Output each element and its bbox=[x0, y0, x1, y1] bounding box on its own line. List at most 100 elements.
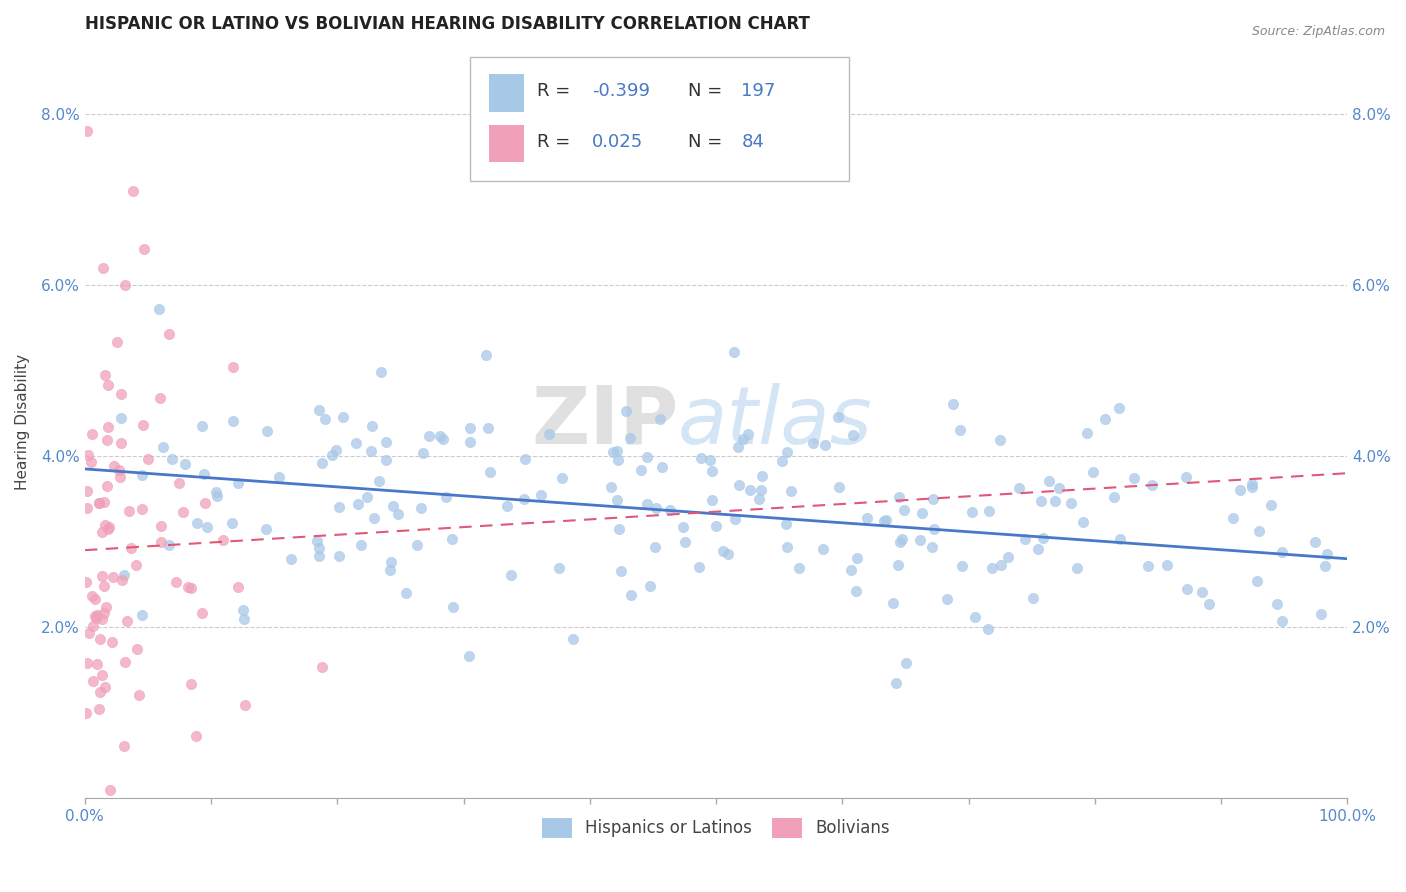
Point bbox=[96, 478, 118, 492]
Point bbox=[700, 464, 723, 478]
Point bbox=[108, 469, 131, 483]
Text: N =: N = bbox=[689, 133, 723, 151]
Point bbox=[1014, 532, 1036, 546]
Point bbox=[86, 657, 108, 671]
Point bbox=[86, 607, 108, 622]
Point bbox=[1177, 582, 1199, 596]
Point bbox=[717, 547, 740, 561]
Point bbox=[475, 349, 498, 363]
Point bbox=[305, 533, 328, 548]
Point bbox=[79, 625, 101, 640]
Point bbox=[90, 667, 112, 681]
Point bbox=[889, 534, 911, 549]
Point bbox=[103, 459, 125, 474]
FancyBboxPatch shape bbox=[489, 125, 524, 162]
Point bbox=[184, 729, 207, 743]
Point bbox=[599, 480, 621, 494]
Point bbox=[1246, 574, 1268, 589]
Point bbox=[77, 449, 100, 463]
Point bbox=[842, 428, 865, 442]
Point bbox=[172, 505, 194, 519]
Point bbox=[728, 478, 751, 492]
Text: atlas: atlas bbox=[678, 383, 873, 461]
Point bbox=[1240, 477, 1263, 491]
Point bbox=[125, 558, 148, 572]
Point bbox=[751, 469, 773, 483]
Point bbox=[232, 602, 254, 616]
Text: -0.399: -0.399 bbox=[592, 82, 651, 100]
Point bbox=[118, 504, 141, 518]
Point bbox=[981, 561, 1004, 575]
Point bbox=[977, 622, 1000, 636]
Point bbox=[1310, 607, 1333, 621]
Point bbox=[727, 440, 749, 454]
Point bbox=[1038, 474, 1060, 488]
Text: R =: R = bbox=[537, 133, 569, 151]
Point bbox=[148, 302, 170, 317]
Point bbox=[131, 501, 153, 516]
Point bbox=[76, 500, 98, 515]
Point bbox=[1076, 425, 1098, 440]
Point bbox=[1073, 515, 1095, 529]
Point bbox=[89, 496, 111, 510]
Point bbox=[776, 540, 799, 554]
Text: N =: N = bbox=[689, 82, 723, 100]
Text: R =: R = bbox=[537, 82, 569, 100]
Point bbox=[256, 425, 278, 439]
Point bbox=[105, 335, 128, 350]
Point bbox=[205, 484, 228, 499]
Point bbox=[380, 563, 402, 577]
Point bbox=[990, 558, 1012, 572]
Point bbox=[911, 506, 934, 520]
Point bbox=[1140, 477, 1163, 491]
Point bbox=[356, 490, 378, 504]
Point bbox=[112, 739, 135, 753]
Point bbox=[314, 412, 336, 426]
Point bbox=[233, 698, 256, 712]
Point bbox=[180, 676, 202, 690]
Point bbox=[195, 520, 218, 534]
Point bbox=[1249, 524, 1271, 538]
Point bbox=[325, 442, 347, 457]
Point bbox=[1102, 490, 1125, 504]
Point bbox=[381, 499, 404, 513]
Point bbox=[93, 606, 115, 620]
Point bbox=[93, 495, 115, 509]
Point bbox=[1066, 561, 1088, 575]
Point bbox=[875, 513, 897, 527]
Point bbox=[82, 427, 104, 442]
Point bbox=[845, 584, 868, 599]
Point bbox=[873, 514, 896, 528]
Point bbox=[700, 492, 723, 507]
Point bbox=[280, 551, 302, 566]
Point bbox=[132, 417, 155, 432]
Point bbox=[91, 569, 114, 583]
Point bbox=[363, 510, 385, 524]
Point bbox=[1032, 531, 1054, 545]
Point bbox=[440, 532, 463, 546]
Text: Source: ZipAtlas.com: Source: ZipAtlas.com bbox=[1251, 25, 1385, 38]
Point bbox=[82, 673, 104, 688]
Point bbox=[813, 542, 835, 557]
Point bbox=[149, 519, 172, 533]
Point bbox=[152, 440, 174, 454]
Point bbox=[311, 660, 333, 674]
Text: 0.025: 0.025 bbox=[592, 133, 644, 151]
Point bbox=[1094, 412, 1116, 426]
Point bbox=[619, 431, 641, 445]
Point bbox=[80, 590, 103, 604]
Point bbox=[1022, 591, 1045, 605]
Point bbox=[561, 632, 583, 646]
Point bbox=[1026, 541, 1049, 556]
Point bbox=[882, 596, 904, 610]
Point bbox=[1122, 471, 1144, 485]
Point bbox=[1049, 481, 1071, 495]
Point bbox=[648, 412, 671, 426]
Point bbox=[222, 359, 245, 374]
Point bbox=[942, 397, 965, 411]
Point bbox=[360, 444, 382, 458]
Point bbox=[724, 511, 747, 525]
Point bbox=[1043, 494, 1066, 508]
Point bbox=[107, 463, 129, 477]
Point bbox=[602, 445, 624, 459]
